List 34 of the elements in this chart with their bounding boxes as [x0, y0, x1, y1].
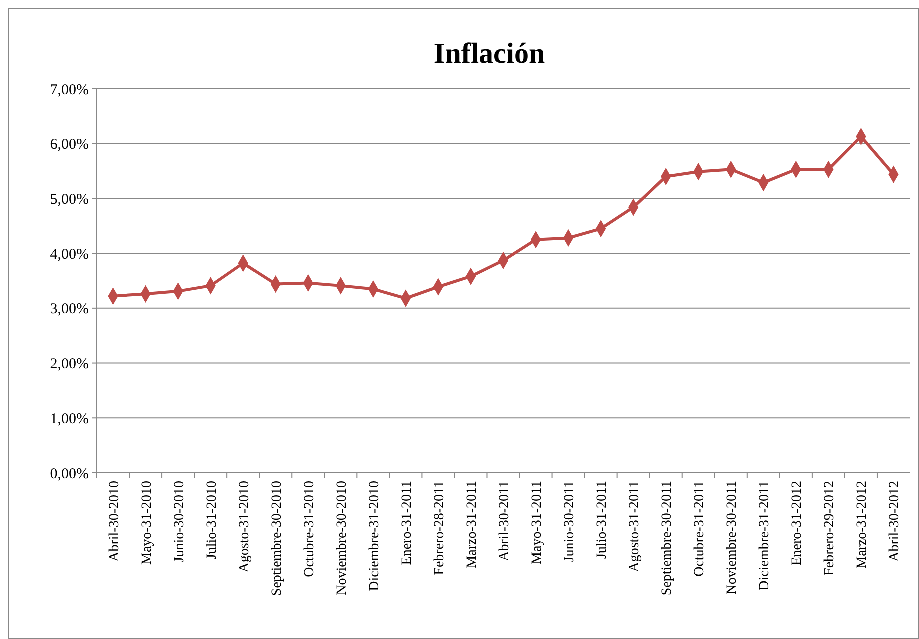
x-tick-label: Agosto-31-2010 [237, 481, 252, 573]
y-tick-label: 2,00% [50, 356, 89, 373]
x-tick-label: Julio-31-2010 [204, 481, 220, 560]
x-tick-label: Octubre-31-2011 [692, 481, 708, 577]
y-tick-label: 4,00% [50, 246, 89, 263]
x-tick-label: Marzo-31-2012 [855, 481, 870, 569]
x-tick-label: Septiembre-30-2011 [660, 481, 676, 596]
y-tick-label: 1,00% [50, 411, 89, 428]
x-tick-label: Abril-30-2011 [498, 481, 512, 562]
x-tick-label: Abril-30-2010 [107, 481, 122, 562]
chart-title: Inflación [434, 38, 546, 70]
x-tick-label: Octubre-31-2010 [302, 481, 318, 578]
y-tick-label: 6,00% [50, 137, 89, 154]
x-tick-label: Mayo-31-2010 [140, 481, 155, 565]
y-tick-label: 5,00% [50, 192, 89, 208]
y-tick-label: 3,00% [50, 302, 89, 318]
x-tick-label: Febrero-28-2011 [432, 481, 448, 576]
x-tick-label: Junio-30-2010 [172, 481, 188, 563]
x-tick-label: Julio-31-2011 [595, 481, 610, 560]
x-tick-label: Noviembre-30-2011 [725, 481, 740, 595]
x-tick-label: Enero-31-2012 [790, 481, 806, 566]
x-tick-label: Enero-31-2011 [400, 481, 415, 566]
x-tick-label: Abril-30-2012 [888, 481, 903, 562]
x-tick-label: Febrero-29-2012 [822, 481, 838, 576]
y-tick-label: 0,00% [50, 466, 89, 482]
x-tick-label: Mayo-31-2011 [530, 481, 546, 564]
x-tick-label: Septiembre-30-2010 [270, 481, 285, 596]
y-tick-label: 7,00% [50, 82, 89, 98]
x-tick-label: Marzo-31-2011 [464, 481, 480, 568]
x-tick-label: Junio-30-2011 [562, 481, 578, 562]
x-tick-label: Diciembre-31-2010 [367, 481, 382, 592]
x-tick-label: Diciembre-31-2011 [758, 481, 773, 591]
x-tick-label: Agosto-31-2011 [628, 481, 643, 572]
x-tick-label: Noviembre-30-2010 [334, 481, 350, 596]
